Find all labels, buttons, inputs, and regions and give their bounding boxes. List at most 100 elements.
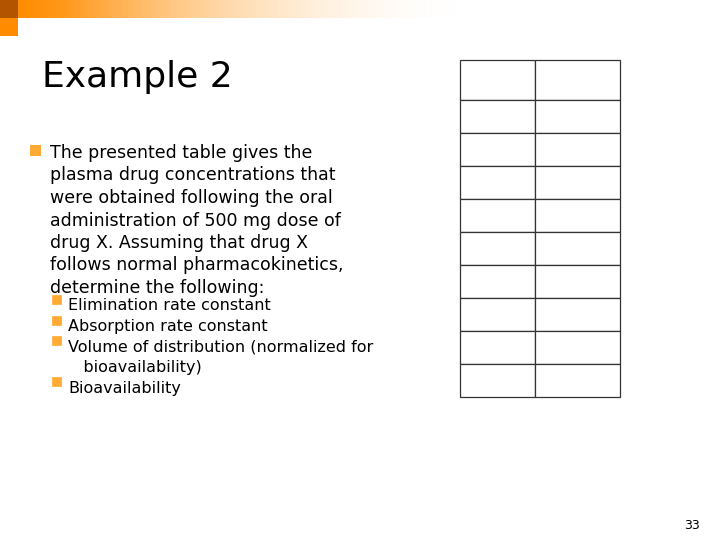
Bar [350,0,353,18]
Bar [168,0,170,18]
Bar [634,0,636,18]
Bar [411,0,413,18]
Bar [53,0,55,18]
Bar [687,0,690,18]
Bar [439,0,441,18]
Bar [341,0,343,18]
Bar [535,60,620,100]
Bar [547,0,549,18]
Bar [552,0,554,18]
Bar [235,0,238,18]
Bar [25,0,27,18]
Bar [460,100,535,133]
Bar [392,0,395,18]
Bar [318,0,320,18]
Bar [175,0,177,18]
Bar [130,0,132,18]
Bar [357,0,360,18]
Bar [570,0,572,18]
Bar [600,0,603,18]
Bar [664,0,666,18]
Bar [376,0,379,18]
Bar [91,0,93,18]
Bar [444,0,446,18]
Bar [52,315,61,325]
Bar [467,0,469,18]
Bar [469,0,472,18]
Bar [528,0,531,18]
Bar [404,0,406,18]
Bar [690,0,692,18]
Bar [437,0,439,18]
Text: plasma drug concentrations that: plasma drug concentrations that [50,166,336,185]
Bar [60,0,63,18]
Text: 2: 2 [492,241,502,256]
Bar [596,0,598,18]
Bar [147,0,149,18]
Bar [273,0,276,18]
Bar [572,0,575,18]
Bar [535,298,620,331]
Bar [589,0,591,18]
Bar [212,0,215,18]
Bar [217,0,220,18]
Bar [48,0,50,18]
Bar [495,0,498,18]
Bar [641,0,643,18]
Bar [112,0,114,18]
Bar [353,0,355,18]
Bar [151,0,154,18]
Bar [451,0,454,18]
Bar [624,0,626,18]
Bar [430,0,432,18]
Bar [72,0,74,18]
Text: 10: 10 [488,307,507,322]
Bar [460,133,535,166]
Bar [334,0,336,18]
Bar [198,0,200,18]
Bar [666,0,668,18]
Text: 0.05: 0.05 [561,373,594,388]
Bar [400,0,402,18]
Bar [93,0,95,18]
Bar [383,0,385,18]
Bar [526,0,528,18]
Bar [423,0,425,18]
Bar [261,0,264,18]
Bar [544,0,547,18]
Bar [428,0,430,18]
Bar [37,0,39,18]
Bar [531,0,533,18]
Text: Bioavailability: Bioavailability [68,381,181,395]
Text: 0.25: 0.25 [481,109,514,124]
Bar [402,0,404,18]
Bar [535,265,620,298]
Bar [660,0,662,18]
Text: Conc
(mg/L): Conc (mg/L) [551,64,604,96]
Bar [482,0,484,18]
Bar [259,0,261,18]
Bar [222,0,224,18]
Bar [477,0,479,18]
Bar [186,0,189,18]
Bar [585,0,587,18]
Bar [516,0,518,18]
Bar [692,0,694,18]
Bar [163,0,166,18]
Bar [580,0,582,18]
Bar [189,0,192,18]
Bar [177,0,179,18]
Bar [346,0,348,18]
Bar [622,0,624,18]
Bar [27,0,30,18]
Bar [673,0,675,18]
Bar [701,0,703,18]
Bar [280,0,282,18]
Bar [465,0,467,18]
Bar [535,100,620,133]
Bar [561,0,563,18]
Bar [119,0,121,18]
Text: 3.77: 3.77 [561,109,594,124]
Bar [42,0,44,18]
Bar [46,0,48,18]
